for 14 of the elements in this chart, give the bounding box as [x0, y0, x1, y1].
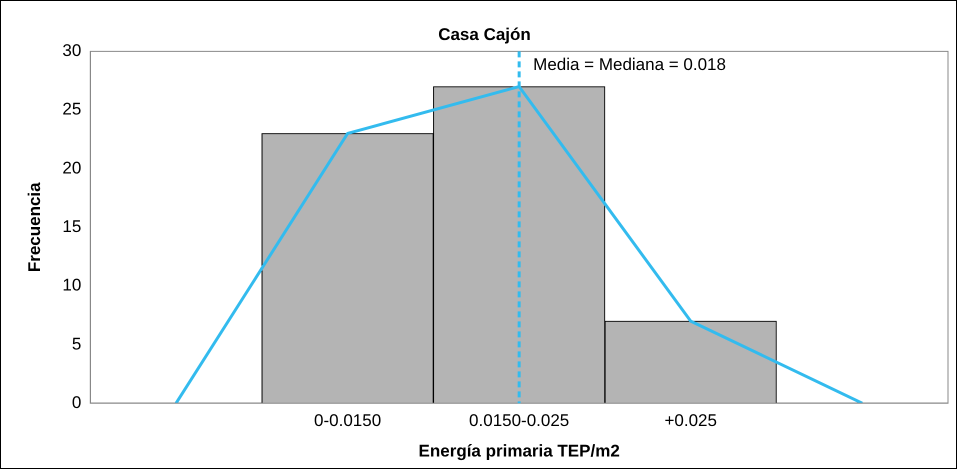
y-tick-label: 10: [62, 276, 82, 295]
y-tick-label: 25: [62, 100, 82, 119]
x-tick-label: 0-0.0150: [314, 411, 382, 430]
y-tick-label: 15: [62, 216, 82, 236]
x-tick-label: 0.0150-0.025: [469, 411, 570, 430]
y-tick-label: 30: [62, 41, 82, 60]
y-axis-title: Frecuencia: [24, 182, 44, 272]
x-tick-label: +0.025: [664, 411, 717, 430]
ref-line-label: Media = Mediana = 0.018: [533, 55, 726, 74]
chart-title: Casa Cajón: [438, 24, 531, 44]
y-tick-label: 5: [72, 334, 82, 354]
y-tick-label: 0: [72, 392, 82, 412]
y-tick-label: 20: [62, 158, 82, 178]
x-axis-title: Energía primaria TEP/m2: [418, 441, 620, 460]
